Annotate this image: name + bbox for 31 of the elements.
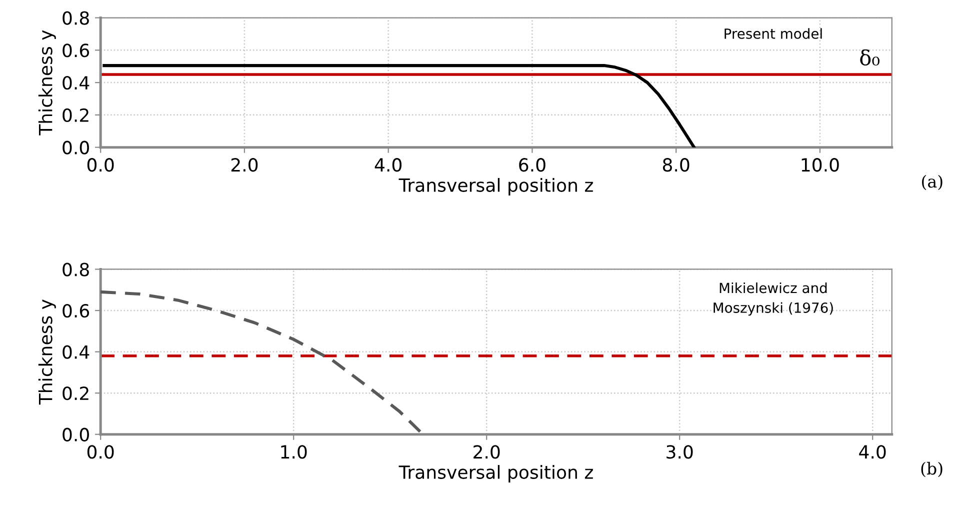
y-tick-label: 0.2 <box>62 386 88 400</box>
x-tick-label: 2.0 <box>231 158 258 172</box>
y-tick-label: 0.0 <box>62 428 89 442</box>
y-tick-label: 0.8 <box>62 262 89 276</box>
y-tick-label: 0.4 <box>62 76 90 90</box>
annotation: Present model <box>724 28 822 39</box>
y-tick-label: 0.2 <box>62 108 88 122</box>
x-axis-title: Transversal position z <box>398 465 593 482</box>
y-tick-label: 0.4 <box>62 345 90 359</box>
y-tick-label: 0.6 <box>62 304 90 318</box>
annotation: Mikielewicz and Moszynski (1976) <box>714 282 833 316</box>
x-tick-label: 0.0 <box>87 158 114 172</box>
y-axis-title: Thickness y <box>38 30 56 136</box>
x-tick-label: 3.0 <box>666 445 693 459</box>
x-tick-label: 0.0 <box>87 445 114 459</box>
ref-line-label: δ₀ <box>860 49 880 66</box>
text: (b) <box>921 462 942 478</box>
y-tick-label: 0.6 <box>62 44 90 58</box>
y-tick-label: 0.8 <box>62 11 89 25</box>
x-tick-label: 4.0 <box>374 158 402 172</box>
x-tick-label: 4.0 <box>859 445 886 459</box>
y-axis-title: Thickness y <box>38 299 56 405</box>
x-tick-label: 10.0 <box>802 158 839 172</box>
y-tick-label: 0.0 <box>62 140 89 154</box>
x-tick-label: 2.0 <box>474 445 500 459</box>
x-tick-label: 8.0 <box>662 158 690 172</box>
x-axis-title: Transversal position z <box>398 178 593 196</box>
line-series <box>102 64 696 148</box>
x-tick-label: 1.0 <box>281 445 307 459</box>
x-tick-label: 6.0 <box>519 158 546 172</box>
text: (a) <box>922 174 942 190</box>
